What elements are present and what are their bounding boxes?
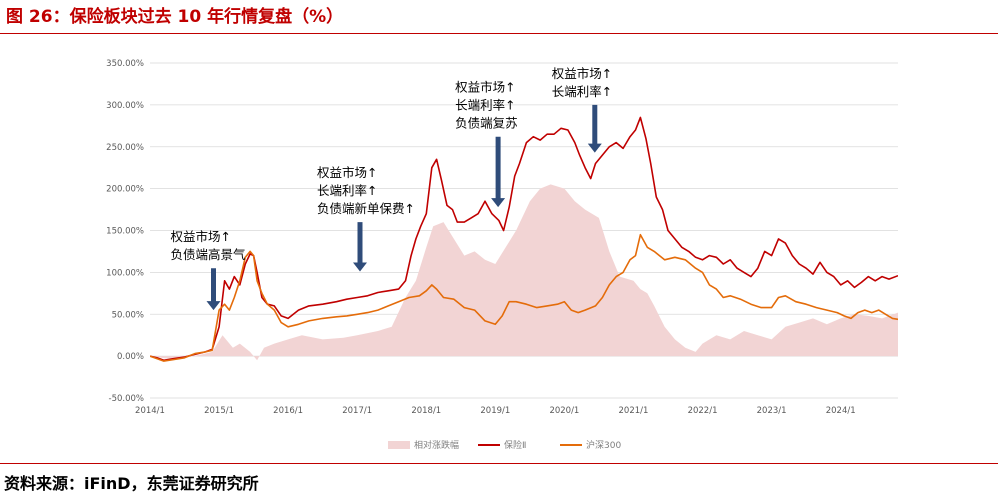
x-tick-label: 2019/1 — [480, 406, 510, 416]
annotation-text: 权益市场↑ 长端利率↑ 负债端新单保费↑ — [317, 165, 415, 216]
x-tick-label: 2014/1 — [135, 406, 165, 416]
x-tick-label: 2016/1 — [273, 406, 303, 416]
chart: -50.00% 0.00% 50.00% 100.00% 150.00% 200.00% 2… — [106, 59, 898, 451]
x-tick-label: 2024/1 — [826, 406, 856, 416]
legend-label: 保险Ⅱ — [504, 439, 526, 451]
legend: 相对涨跌幅 保险Ⅱ 沪深300 — [388, 439, 621, 451]
area-series-0 — [150, 184, 898, 361]
line-series-2 — [150, 233, 898, 362]
annotations: 权益市场↑负债端高景气权益市场↑长端利率↑负债端新单保费↑权益市场↑长端利率↑负… — [171, 66, 612, 311]
annotation-line: 长端利率↑ — [317, 183, 377, 198]
annotation-arrow — [206, 268, 221, 311]
annotation-line: 负债端新单保费↑ — [317, 201, 415, 216]
x-tick-label: 2015/1 — [204, 406, 234, 416]
y-axis: -50.00% 0.00% 50.00% 100.00% 150.00% 200.00% 2… — [106, 59, 144, 404]
line-series-layer — [150, 116, 898, 362]
annotation-text: 权益市场↑ 负债端高景气 — [171, 229, 247, 262]
annotation-text: 权益市场↑ 长端利率↑ — [552, 66, 612, 99]
annotation-line: 权益市场↑ — [552, 66, 612, 81]
annotation-line: 长端利率↑ — [552, 84, 612, 99]
legend-label: 沪深300 — [586, 439, 621, 451]
annotation-line: 负债端复苏 — [455, 116, 518, 131]
legend-swatch — [388, 441, 410, 449]
annotation-text: 权益市场↑ 长端利率↑ 负债端复苏 — [455, 80, 518, 131]
figure-title: 图 26：保险板块过去 10 年行情复盘（%） — [6, 7, 344, 27]
y-tick-label: 150.00% — [106, 227, 144, 237]
annotation-arrow — [353, 222, 367, 272]
y-tick-label: 300.00% — [106, 101, 144, 111]
y-tick-label: 250.00% — [106, 143, 144, 153]
x-tick-label: 2022/1 — [688, 406, 718, 416]
y-tick-label: 200.00% — [106, 185, 144, 195]
source-note: 资料来源：iFinD，东莞证券研究所 — [4, 474, 259, 493]
annotation-line: 权益市场↑ — [455, 80, 515, 95]
annotation-line: 长端利率↑ — [455, 98, 515, 113]
x-tick-label: 2020/1 — [549, 406, 579, 416]
x-tick-label: 2017/1 — [342, 406, 372, 416]
y-tick-label: -50.00% — [109, 394, 144, 404]
title-rule — [0, 33, 998, 34]
x-tick-label: 2021/1 — [619, 406, 649, 416]
legend-label: 相对涨跌幅 — [414, 439, 459, 451]
y-tick-label: 0.00% — [117, 352, 144, 362]
area-series-layer — [150, 184, 898, 361]
annotation-line: 权益市场↑ — [317, 165, 377, 180]
x-axis: 2014/1 2015/1 2016/1 2017/1 2018/1 2019/1 2020… — [135, 406, 856, 416]
source-rule — [0, 463, 998, 464]
y-tick-label: 350.00% — [106, 59, 144, 69]
y-tick-label: 100.00% — [106, 268, 144, 278]
y-tick-label: 50.00% — [112, 310, 144, 320]
x-tick-label: 2023/1 — [757, 406, 787, 416]
annotation-line: 权益市场↑ — [171, 229, 231, 244]
x-tick-label: 2018/1 — [411, 406, 441, 416]
annotation-arrow — [491, 136, 506, 208]
annotation-line: 负债端高景气 — [171, 247, 247, 262]
annotation-arrow — [587, 104, 602, 153]
